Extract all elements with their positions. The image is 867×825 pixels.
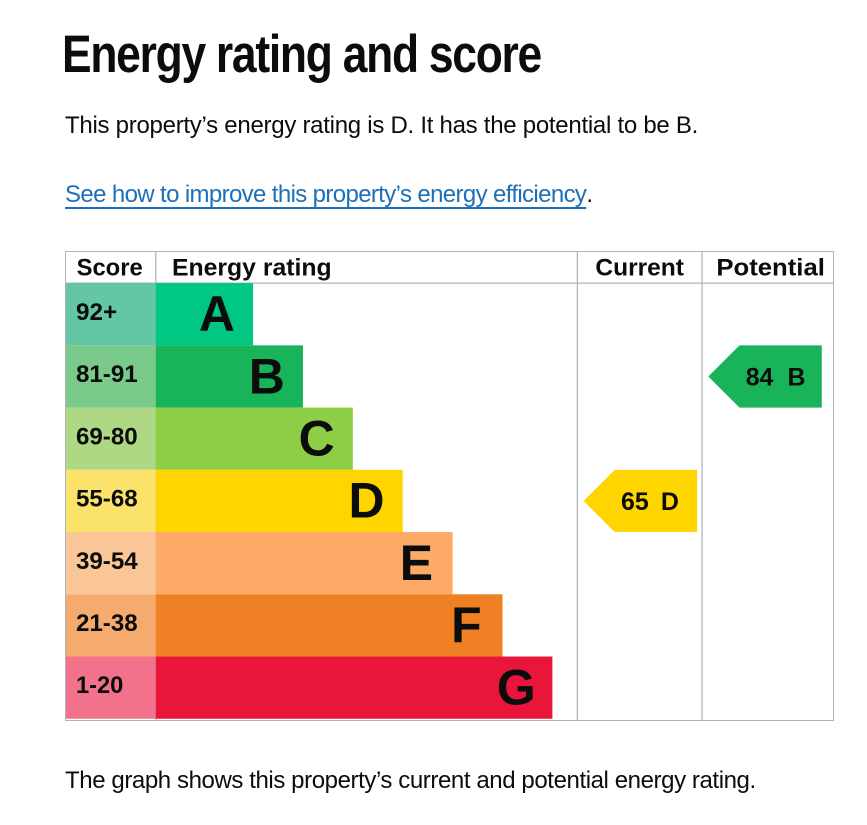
svg-text:Potential: Potential xyxy=(716,255,825,282)
svg-text:Energy rating: Energy rating xyxy=(172,255,332,282)
svg-text:Score: Score xyxy=(77,255,143,282)
svg-text:21-38: 21-38 xyxy=(76,610,138,637)
svg-text:C: C xyxy=(299,411,335,467)
svg-text:55-68: 55-68 xyxy=(76,486,138,513)
svg-text:D: D xyxy=(661,488,679,516)
svg-text:39-54: 39-54 xyxy=(76,548,138,575)
svg-text:69-80: 69-80 xyxy=(76,423,138,450)
svg-text:65: 65 xyxy=(621,488,649,516)
svg-text:B: B xyxy=(787,363,805,391)
svg-text:B: B xyxy=(249,348,285,404)
svg-text:E: E xyxy=(400,535,433,591)
svg-text:84: 84 xyxy=(746,363,774,391)
svg-text:Current: Current xyxy=(595,255,684,282)
svg-text:1-20: 1-20 xyxy=(76,672,123,699)
svg-text:F: F xyxy=(451,597,481,653)
svg-text:D: D xyxy=(349,473,385,529)
svg-text:G: G xyxy=(497,659,536,715)
svg-text:92+: 92+ xyxy=(76,299,117,326)
svg-text:81-91: 81-91 xyxy=(76,361,138,388)
svg-text:A: A xyxy=(199,286,235,342)
